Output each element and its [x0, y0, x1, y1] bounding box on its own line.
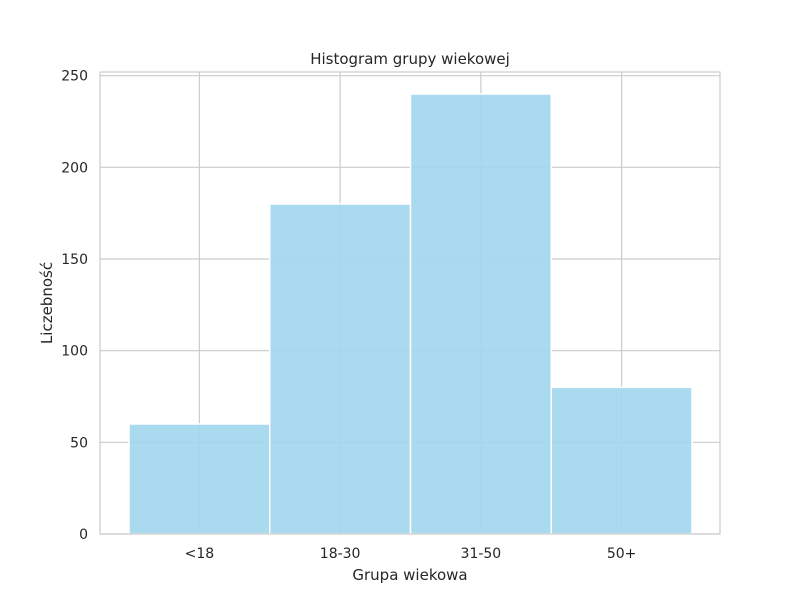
- y-tick-label: 100: [61, 344, 88, 360]
- y-tick-label: 0: [79, 527, 88, 543]
- y-tick-labels: 0 50 100 150 200 250: [61, 69, 88, 543]
- y-tick-label: 50: [70, 435, 88, 451]
- bar-18-30: [269, 203, 412, 535]
- x-tick-label: <18: [185, 546, 215, 562]
- bars: [128, 93, 693, 535]
- plot-frame: [99, 71, 721, 535]
- x-tick-label: 18-30: [320, 546, 361, 562]
- x-tick-labels: <18 18-30 31-50 50+: [185, 546, 637, 562]
- x-axis-label: Grupa wiekowa: [352, 566, 467, 584]
- y-tick-label: 200: [61, 160, 88, 176]
- bar-31-50: [409, 93, 552, 535]
- y-tick-label: 250: [61, 69, 88, 85]
- chart-title: Histogram grupy wiekowej: [310, 50, 510, 68]
- y-tick-label: 150: [61, 252, 88, 268]
- bar-50+: [550, 386, 693, 535]
- y-axis-label: Liczebność: [38, 262, 56, 344]
- x-tick-label: 31-50: [461, 546, 502, 562]
- bar-<18: [128, 423, 271, 535]
- x-tick-label: 50+: [607, 546, 637, 562]
